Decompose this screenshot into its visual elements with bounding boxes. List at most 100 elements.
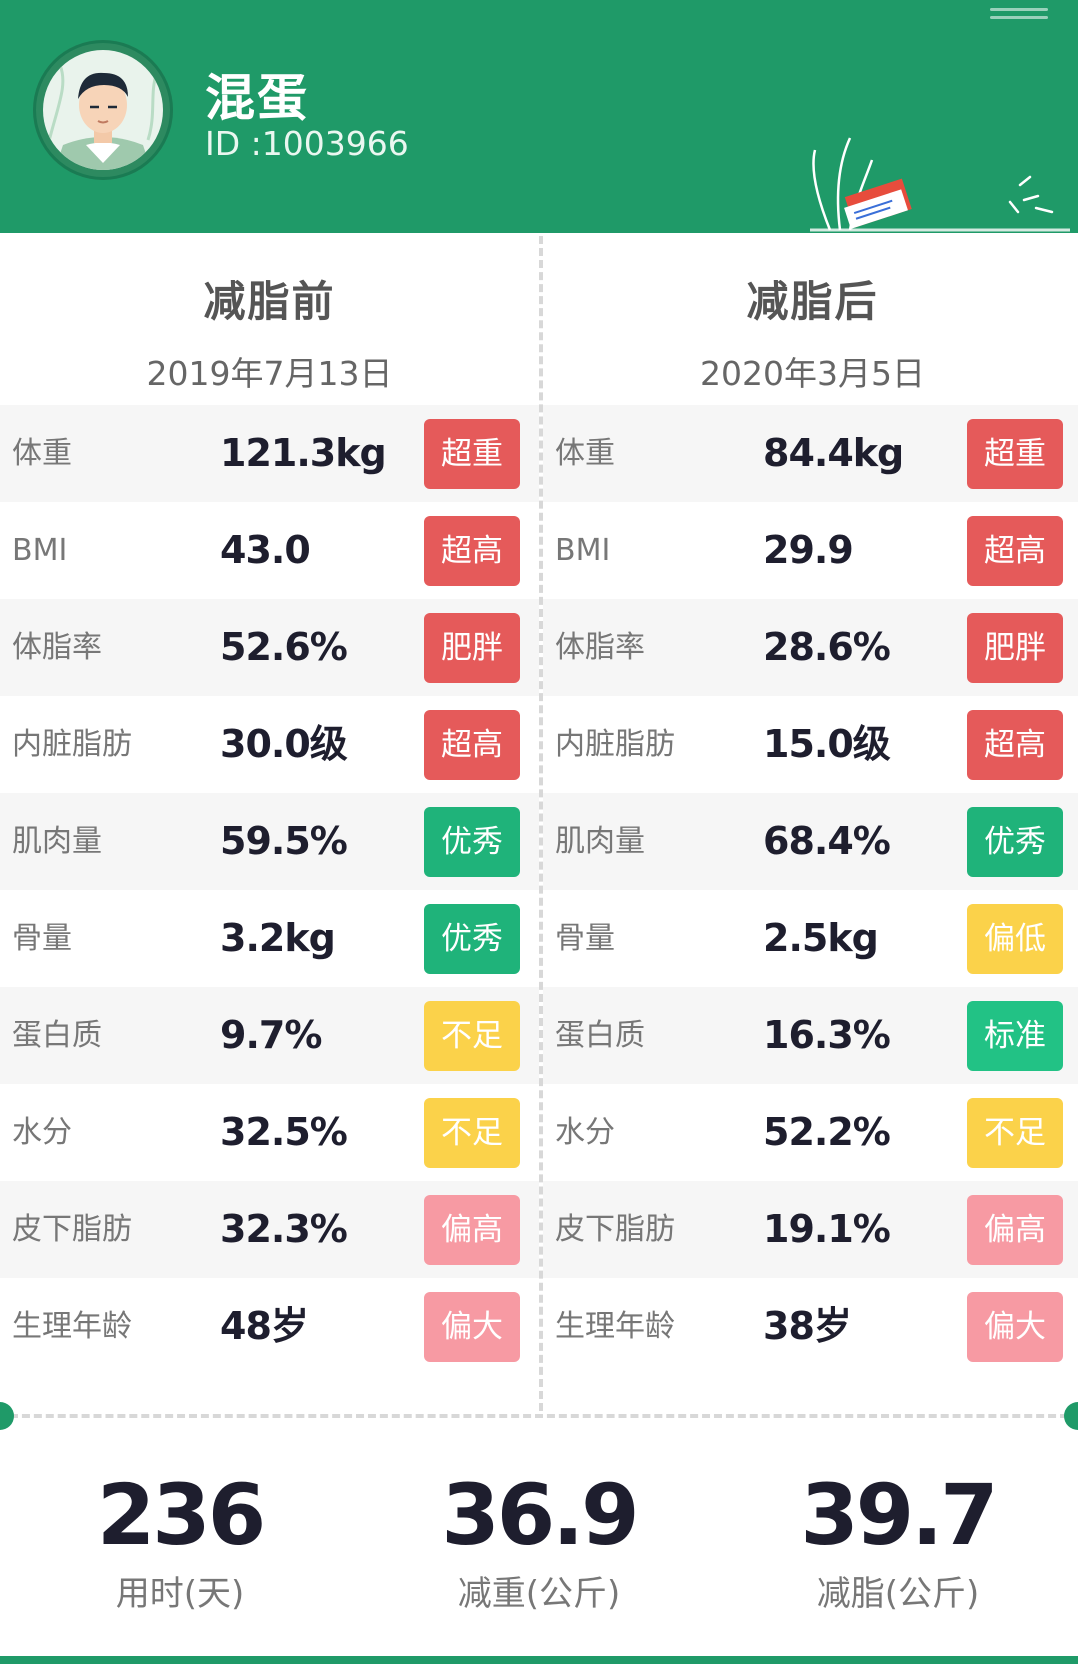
status-badge: 不足 xyxy=(967,1098,1063,1168)
stat-days-label: 用时(天) xyxy=(115,1574,245,1614)
stat-weight-loss: 36.9 减重(公斤) xyxy=(359,1470,719,1615)
ticket-notch-left xyxy=(0,1402,14,1430)
metric-label: 水分 xyxy=(555,1115,615,1150)
status-badge: 优秀 xyxy=(967,807,1063,877)
before-table: 体重 121.3kg 超重 BMI 43.0 超高 体脂率 52.6% 肥胖 内脏脂肪 30.0级超… xyxy=(0,405,539,1375)
metric-label: 水分 xyxy=(12,1115,72,1150)
status-badge: 偏大 xyxy=(967,1292,1063,1362)
after-date: 2020年3月5日 xyxy=(700,354,925,393)
metric-value: 32.3% xyxy=(220,1207,348,1251)
metric-value: 30.0级 xyxy=(220,722,348,766)
status-badge: 肥胖 xyxy=(967,613,1063,683)
metric-label: 皮下脂肪 xyxy=(12,1212,132,1247)
stat-days: 236 用时(天) xyxy=(0,1470,360,1615)
metric-value: 84.4kg xyxy=(763,431,904,475)
metric-row: 内脏脂肪 30.0级 超高 xyxy=(0,696,539,793)
metric-row: 内脏脂肪 15.0级 超高 xyxy=(543,696,1078,793)
metric-value: 19.1% xyxy=(763,1207,891,1251)
after-header: 减脂后 2020年3月5日 xyxy=(543,268,1078,395)
metric-value: 59.5% xyxy=(220,819,348,863)
stat-weight-loss-label: 减重(公斤) xyxy=(457,1574,621,1614)
metric-label: 体脂率 xyxy=(12,630,102,665)
metric-row: 肌肉量 59.5% 优秀 xyxy=(0,793,539,890)
metric-label: 生理年龄 xyxy=(555,1309,675,1344)
user-name: 混蛋 xyxy=(205,69,309,127)
metric-label: 内脏脂肪 xyxy=(555,727,675,762)
metric-label: 体重 xyxy=(12,436,72,471)
metric-row: 肌肉量 68.4% 优秀 xyxy=(543,793,1078,890)
metric-row: 骨量 2.5kg 偏低 xyxy=(543,890,1078,987)
metric-label: BMI xyxy=(12,533,68,568)
status-badge: 超高 xyxy=(967,516,1063,586)
metric-row: BMI 29.9 超高 xyxy=(543,502,1078,599)
metric-row: 生理年龄 38岁 偏大 xyxy=(543,1278,1078,1375)
status-badge: 不足 xyxy=(424,1098,520,1168)
metric-label: 体重 xyxy=(555,436,615,471)
ticket-notch-right xyxy=(1064,1402,1078,1430)
avatar[interactable] xyxy=(33,40,173,180)
profile-header: 混蛋 ID :1003966 xyxy=(0,0,1078,233)
metric-label: 体脂率 xyxy=(555,630,645,665)
metric-row: 皮下脂肪 19.1% 偏高 xyxy=(543,1181,1078,1278)
summary-divider xyxy=(10,1414,1068,1418)
metric-value: 2.5kg xyxy=(763,916,879,960)
metric-value: 43.0 xyxy=(220,528,311,572)
before-title: 减脂前 xyxy=(203,277,336,326)
metric-row: BMI 43.0 超高 xyxy=(0,502,539,599)
metric-label: 蛋白质 xyxy=(12,1018,102,1053)
before-date: 2019年7月13日 xyxy=(146,354,393,393)
metric-value: 32.5% xyxy=(220,1110,348,1154)
footer-bar xyxy=(0,1656,1078,1664)
metric-label: 生理年龄 xyxy=(12,1309,132,1344)
status-badge: 超重 xyxy=(424,419,520,489)
metric-value: 52.2% xyxy=(763,1110,891,1154)
stat-fat-loss-value: 39.7 xyxy=(800,1466,998,1564)
metric-row: 骨量 3.2kg 优秀 xyxy=(0,890,539,987)
metric-row: 蛋白质 9.7% 不足 xyxy=(0,987,539,1084)
metric-row: 水分 32.5% 不足 xyxy=(0,1084,539,1181)
metric-row: 体重 84.4kg 超重 xyxy=(543,405,1078,502)
metric-row: 生理年龄 48岁 偏大 xyxy=(0,1278,539,1375)
metric-label: 肌肉量 xyxy=(555,824,645,859)
metric-row: 体脂率 52.6% 肥胖 xyxy=(0,599,539,696)
metric-value: 121.3kg xyxy=(220,431,387,475)
status-badge: 超高 xyxy=(424,710,520,780)
metric-label: 内脏脂肪 xyxy=(12,727,132,762)
status-badge: 不足 xyxy=(424,1001,520,1071)
metric-value: 68.4% xyxy=(763,819,891,863)
metric-label: 骨量 xyxy=(12,921,72,956)
status-badge: 肥胖 xyxy=(424,613,520,683)
status-badge: 偏大 xyxy=(424,1292,520,1362)
before-header: 减脂前 2019年7月13日 xyxy=(0,268,539,395)
metric-value: 48岁 xyxy=(220,1304,309,1348)
status-badge: 超高 xyxy=(967,710,1063,780)
status-badge: 优秀 xyxy=(424,904,520,974)
user-avatar-icon xyxy=(43,50,163,170)
column-divider xyxy=(539,236,543,1411)
metric-value: 3.2kg xyxy=(220,916,336,960)
metric-row: 皮下脂肪 32.3% 偏高 xyxy=(0,1181,539,1278)
metric-value: 16.3% xyxy=(763,1013,891,1057)
status-badge: 超高 xyxy=(424,516,520,586)
metric-value: 28.6% xyxy=(763,625,891,669)
status-badge: 偏高 xyxy=(424,1195,520,1265)
menu-icon[interactable] xyxy=(990,8,1048,20)
metric-row: 蛋白质 16.3% 标准 xyxy=(543,987,1078,1084)
metric-row: 体重 121.3kg 超重 xyxy=(0,405,539,502)
user-id: ID :1003966 xyxy=(205,124,409,163)
metric-label: BMI xyxy=(555,533,611,568)
metric-row: 体脂率 28.6% 肥胖 xyxy=(543,599,1078,696)
metric-row: 水分 52.2% 不足 xyxy=(543,1084,1078,1181)
stat-fat-loss: 39.7 减脂(公斤) xyxy=(718,1470,1078,1615)
status-badge: 超重 xyxy=(967,419,1063,489)
metric-label: 肌肉量 xyxy=(12,824,102,859)
after-title: 减脂后 xyxy=(746,277,879,326)
metric-label: 皮下脂肪 xyxy=(555,1212,675,1247)
plant-book-illustration xyxy=(810,137,1070,232)
metric-value: 9.7% xyxy=(220,1013,322,1057)
metric-value: 52.6% xyxy=(220,625,348,669)
stat-fat-loss-label: 减脂(公斤) xyxy=(816,1574,980,1614)
status-badge: 标准 xyxy=(967,1001,1063,1071)
metric-value: 15.0级 xyxy=(763,722,891,766)
